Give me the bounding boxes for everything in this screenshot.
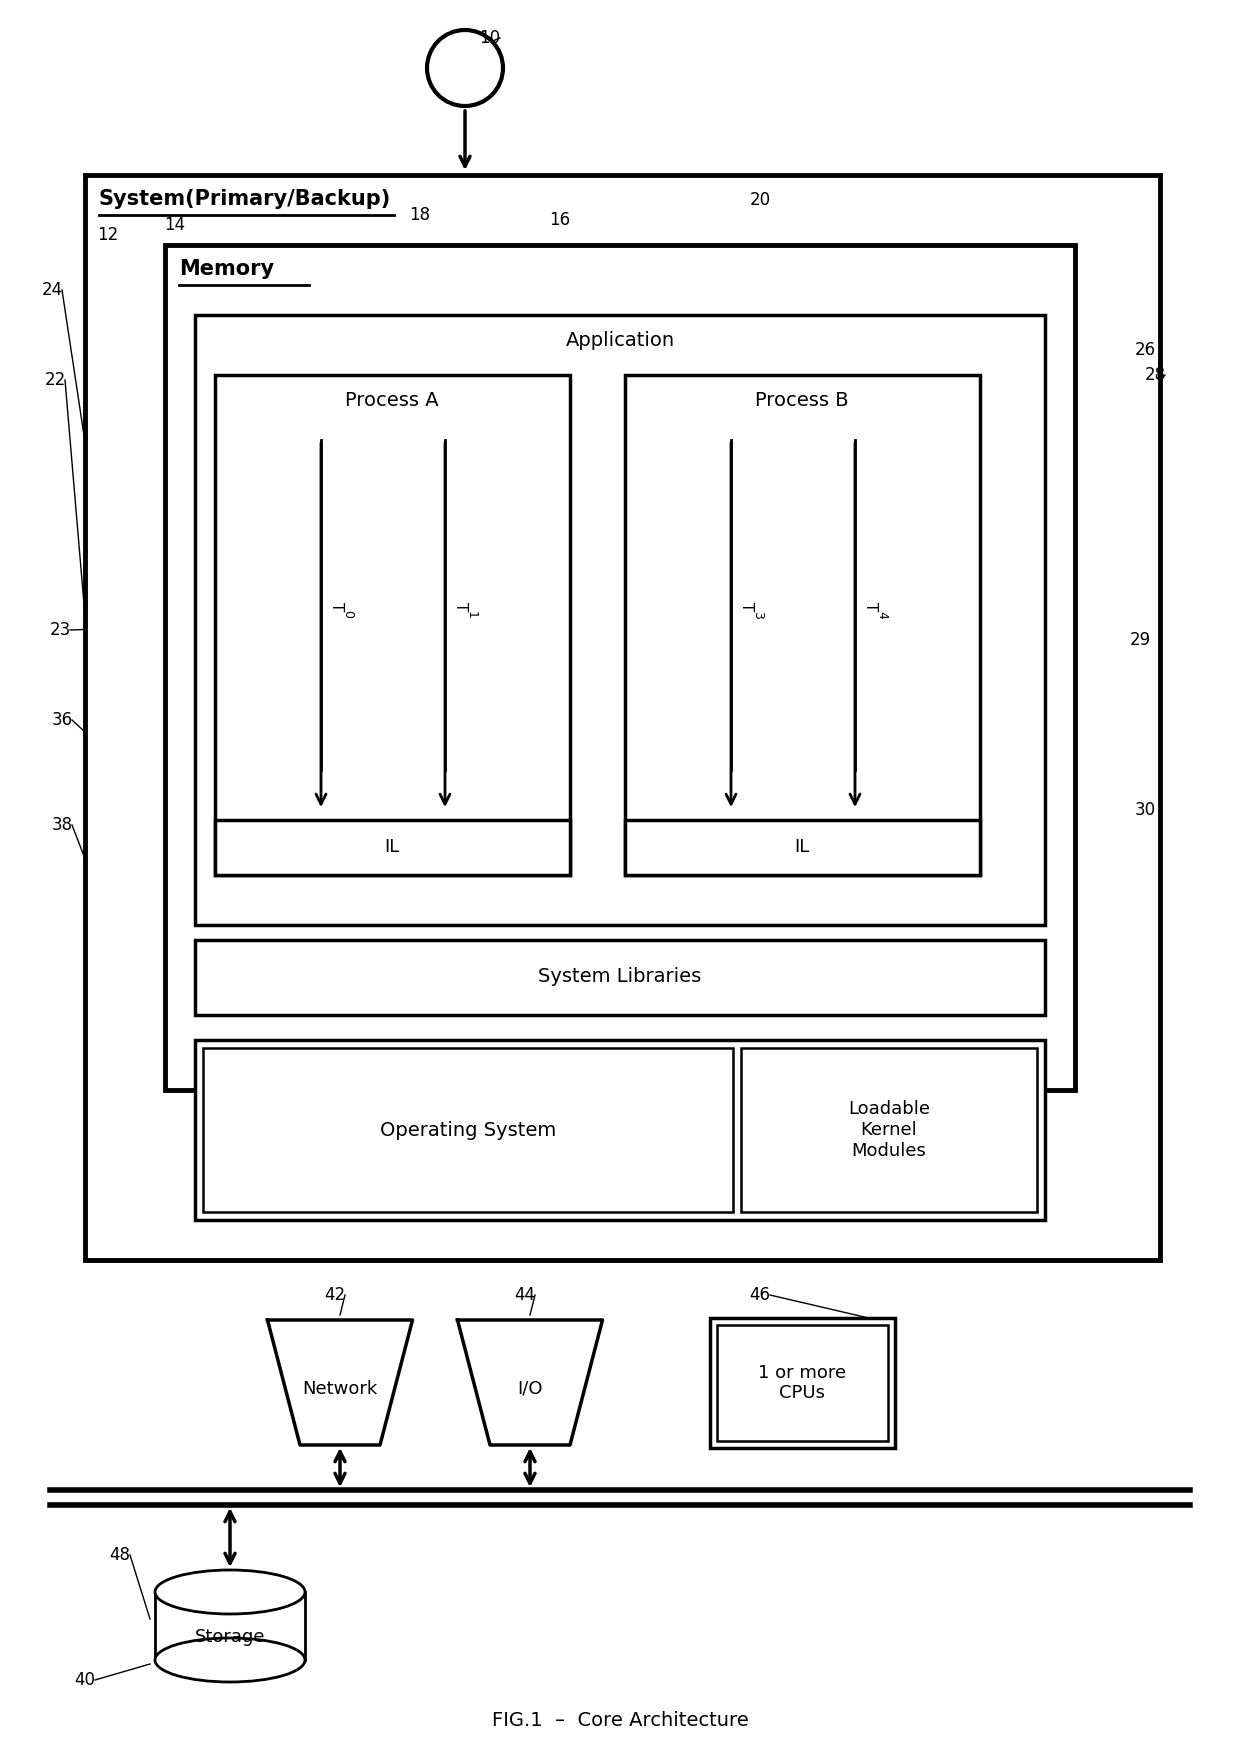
Text: 24: 24 — [41, 282, 62, 299]
Ellipse shape — [155, 1570, 305, 1614]
Text: 42: 42 — [325, 1286, 346, 1304]
Text: 16: 16 — [549, 212, 570, 229]
Bar — [195, 940, 1045, 1015]
Text: 3: 3 — [751, 611, 764, 618]
Text: 0: 0 — [341, 611, 353, 618]
Text: 22: 22 — [45, 371, 66, 388]
Text: IL: IL — [795, 838, 810, 856]
Text: 20: 20 — [749, 191, 770, 208]
Bar — [203, 1048, 733, 1213]
Text: IL: IL — [384, 838, 399, 856]
Text: 40: 40 — [74, 1671, 95, 1689]
Ellipse shape — [155, 1638, 305, 1682]
Bar — [215, 374, 570, 875]
Bar — [215, 821, 570, 875]
Text: System Libraries: System Libraries — [538, 968, 702, 987]
Text: Application: Application — [565, 331, 675, 350]
Text: 48: 48 — [109, 1545, 130, 1564]
Text: 44: 44 — [515, 1286, 536, 1304]
Text: 28: 28 — [1145, 366, 1166, 383]
Text: Storage: Storage — [195, 1628, 265, 1647]
Text: T: T — [739, 602, 754, 611]
Bar — [625, 821, 980, 875]
Text: 4: 4 — [875, 611, 888, 618]
Bar — [742, 1048, 1037, 1213]
Text: Memory: Memory — [179, 259, 274, 278]
Bar — [195, 315, 1045, 926]
Text: Network: Network — [303, 1379, 378, 1398]
Text: T: T — [863, 602, 878, 611]
Circle shape — [427, 30, 503, 107]
Text: Process A: Process A — [345, 390, 439, 410]
Bar — [625, 374, 980, 875]
Text: 26: 26 — [1135, 341, 1156, 359]
Text: 23: 23 — [50, 621, 71, 639]
Bar — [165, 245, 1075, 1090]
Text: System(Primary/Backup): System(Primary/Backup) — [99, 189, 392, 208]
Text: FIG.1  –  Core Architecture: FIG.1 – Core Architecture — [491, 1710, 749, 1729]
Text: Operating System: Operating System — [379, 1120, 556, 1139]
Text: Loadable
Kernel
Modules: Loadable Kernel Modules — [848, 1101, 930, 1160]
Bar — [86, 175, 1159, 1260]
Text: 12: 12 — [98, 226, 119, 243]
Bar — [711, 1318, 895, 1447]
Text: 14: 14 — [165, 215, 186, 235]
Bar — [717, 1325, 888, 1440]
Text: 1: 1 — [465, 611, 477, 618]
Text: 18: 18 — [409, 206, 430, 224]
Text: T: T — [453, 602, 467, 611]
Text: T: T — [329, 602, 343, 611]
Text: 10: 10 — [480, 30, 501, 47]
Text: 38: 38 — [51, 816, 73, 835]
Bar — [195, 1040, 1045, 1220]
Text: 30: 30 — [1135, 802, 1156, 819]
Text: I/O: I/O — [517, 1379, 543, 1398]
Text: Process B: Process B — [755, 390, 849, 410]
Text: 36: 36 — [51, 710, 73, 730]
Text: 46: 46 — [749, 1286, 770, 1304]
Text: 29: 29 — [1130, 632, 1151, 649]
Text: 1 or more
CPUs: 1 or more CPUs — [758, 1363, 846, 1402]
